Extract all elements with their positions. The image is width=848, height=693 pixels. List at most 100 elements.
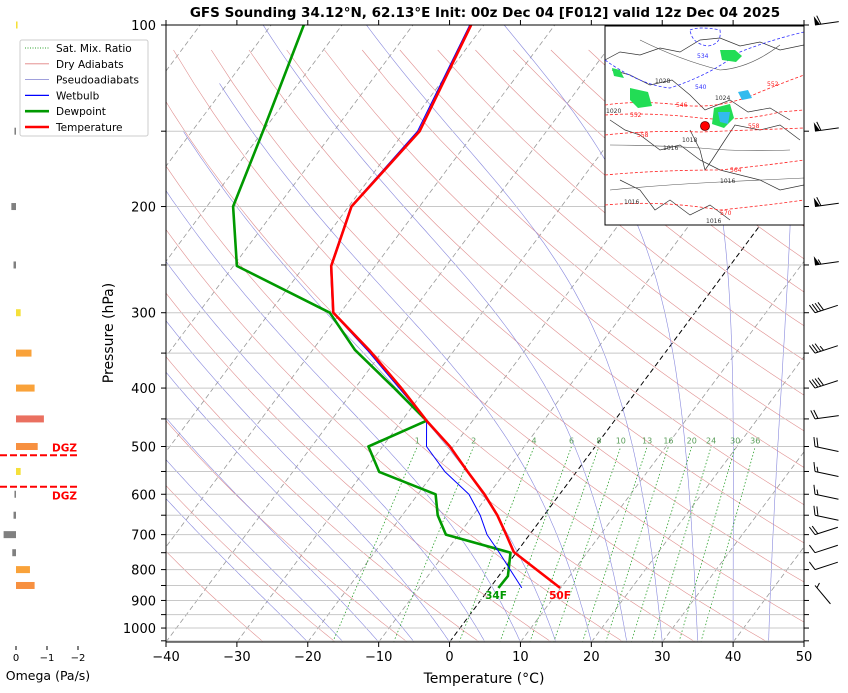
- mixing-ratio-label: 20: [687, 437, 697, 446]
- barb-flag: [813, 256, 820, 265]
- dgz-label: DGZ: [52, 491, 77, 503]
- wind-barb: [813, 505, 839, 521]
- barb-full: [811, 525, 819, 535]
- wind-barb: [814, 582, 831, 605]
- mixing-ratio-line: [700, 446, 756, 642]
- dry-adiabat: [248, 49, 804, 544]
- omega-panel: DGZ DGZ 0 −1 −2: [0, 21, 86, 664]
- dry-adiabat: [361, 49, 804, 432]
- map-label: 1020: [606, 108, 621, 115]
- map-label: 1016: [624, 199, 639, 206]
- map-precip-heavy: [738, 90, 752, 100]
- legend-label: Temperature: [55, 122, 123, 134]
- dgz-label: DGZ: [52, 442, 77, 454]
- barb-staff: [814, 415, 839, 420]
- barb-full: [813, 437, 816, 447]
- barb-staff: [814, 585, 831, 605]
- y-tick-label: 400: [131, 382, 156, 397]
- wind-barb: [813, 484, 839, 500]
- map-border: [609, 119, 804, 191]
- x-tick-label: −20: [294, 650, 321, 665]
- omega-bar: [16, 467, 21, 475]
- omega-bar: [16, 384, 35, 392]
- y-tick-label: 1000: [123, 622, 156, 637]
- barb-flag: [813, 16, 820, 25]
- dry-adiabat: [399, 49, 804, 396]
- map-precip: [720, 50, 742, 62]
- isotherm: [661, 451, 804, 642]
- mixing-ratio-line: [553, 446, 622, 642]
- legend-box: [19, 39, 149, 137]
- y-tick-label: 800: [131, 564, 156, 579]
- y-tick-label: 200: [131, 201, 156, 216]
- barb-full: [814, 343, 822, 352]
- mixing-ratio-label: 8: [596, 437, 601, 446]
- dry-adiabat: [166, 420, 408, 642]
- barb-full: [808, 345, 816, 354]
- barb-full: [816, 15, 822, 25]
- map-isobar: [639, 39, 781, 71]
- barb-staff: [814, 345, 838, 354]
- wind-barb: [808, 377, 838, 389]
- dry-adiabat: [211, 49, 804, 583]
- omega-bar: [16, 349, 32, 357]
- x-tick-label: 30: [654, 650, 671, 665]
- barb-staff: [814, 526, 838, 536]
- omega-bar: [14, 127, 16, 135]
- wind-barbs: [808, 15, 839, 605]
- map-label: 540: [695, 84, 707, 91]
- isotherm: [166, 25, 626, 642]
- pseudoadiabat: [262, 25, 628, 642]
- map-label: 1028: [655, 78, 670, 85]
- pseudoadiabat: [166, 459, 344, 642]
- map-height-contour-blue: [605, 31, 804, 89]
- dry-adiabat: [166, 229, 624, 642]
- surface-dewpoint-label: 34F: [485, 590, 507, 602]
- isotherm: [166, 25, 414, 358]
- x-tick-label: 40: [725, 650, 742, 665]
- dry-adiabat: [173, 49, 804, 623]
- wind-barb: [813, 121, 839, 132]
- legend-label: Pseudoadiabats: [56, 75, 139, 87]
- legend: Sat. Mix. Ratio Dry Adiabats Pseudoadiabat…: [19, 39, 149, 137]
- x-tick-label: −30: [223, 650, 250, 665]
- barb-half: [816, 466, 819, 473]
- mixing-ratio-label: 2: [471, 437, 476, 446]
- pseudoadiabat: [166, 498, 308, 642]
- dry-adiabat: [166, 101, 768, 642]
- x-tick-label: 20: [583, 650, 600, 665]
- wind-barb: [808, 561, 838, 571]
- barb-full: [808, 526, 816, 535]
- wind-barb: [808, 544, 838, 554]
- isotherm: [591, 355, 804, 642]
- pseudoadiabat: [768, 25, 793, 642]
- y-tick-label: 700: [131, 529, 156, 544]
- x-axis-label: Temperature (°C): [423, 671, 545, 687]
- barb-full: [810, 410, 816, 420]
- map-label: 558: [748, 123, 760, 130]
- map-height-contour-red: [605, 109, 804, 120]
- barb-full: [817, 377, 824, 386]
- map-label: 1024: [715, 95, 730, 102]
- pseudoadiabat: [219, 83, 592, 642]
- y-ticks: 100 200 300 400 500 600 700 800 900 1000: [123, 19, 809, 642]
- inset-map: 534 540 546 552 552 558 558 564 570 1028…: [604, 25, 805, 226]
- mixing-ratio-label: 24: [706, 437, 716, 446]
- pseudoadiabat: [166, 417, 379, 642]
- barb-staff: [814, 470, 839, 477]
- barb-staff: [814, 514, 839, 521]
- barb-full: [808, 380, 816, 389]
- pseudoadiabat: [166, 260, 486, 642]
- barb-staff: [814, 446, 839, 452]
- mixing-ratio-line: [630, 446, 693, 642]
- map-height-contour-red: [605, 159, 804, 176]
- omega-tick-label: −2: [71, 653, 86, 664]
- omega-bar: [16, 309, 21, 317]
- omega-axis-label: Omega (Pa/s): [6, 668, 90, 683]
- barb-half: [819, 345, 824, 351]
- omega-bar: [16, 21, 18, 29]
- omega-bar: [3, 531, 16, 539]
- location-marker: [700, 121, 710, 131]
- map-label: 1016: [663, 145, 678, 152]
